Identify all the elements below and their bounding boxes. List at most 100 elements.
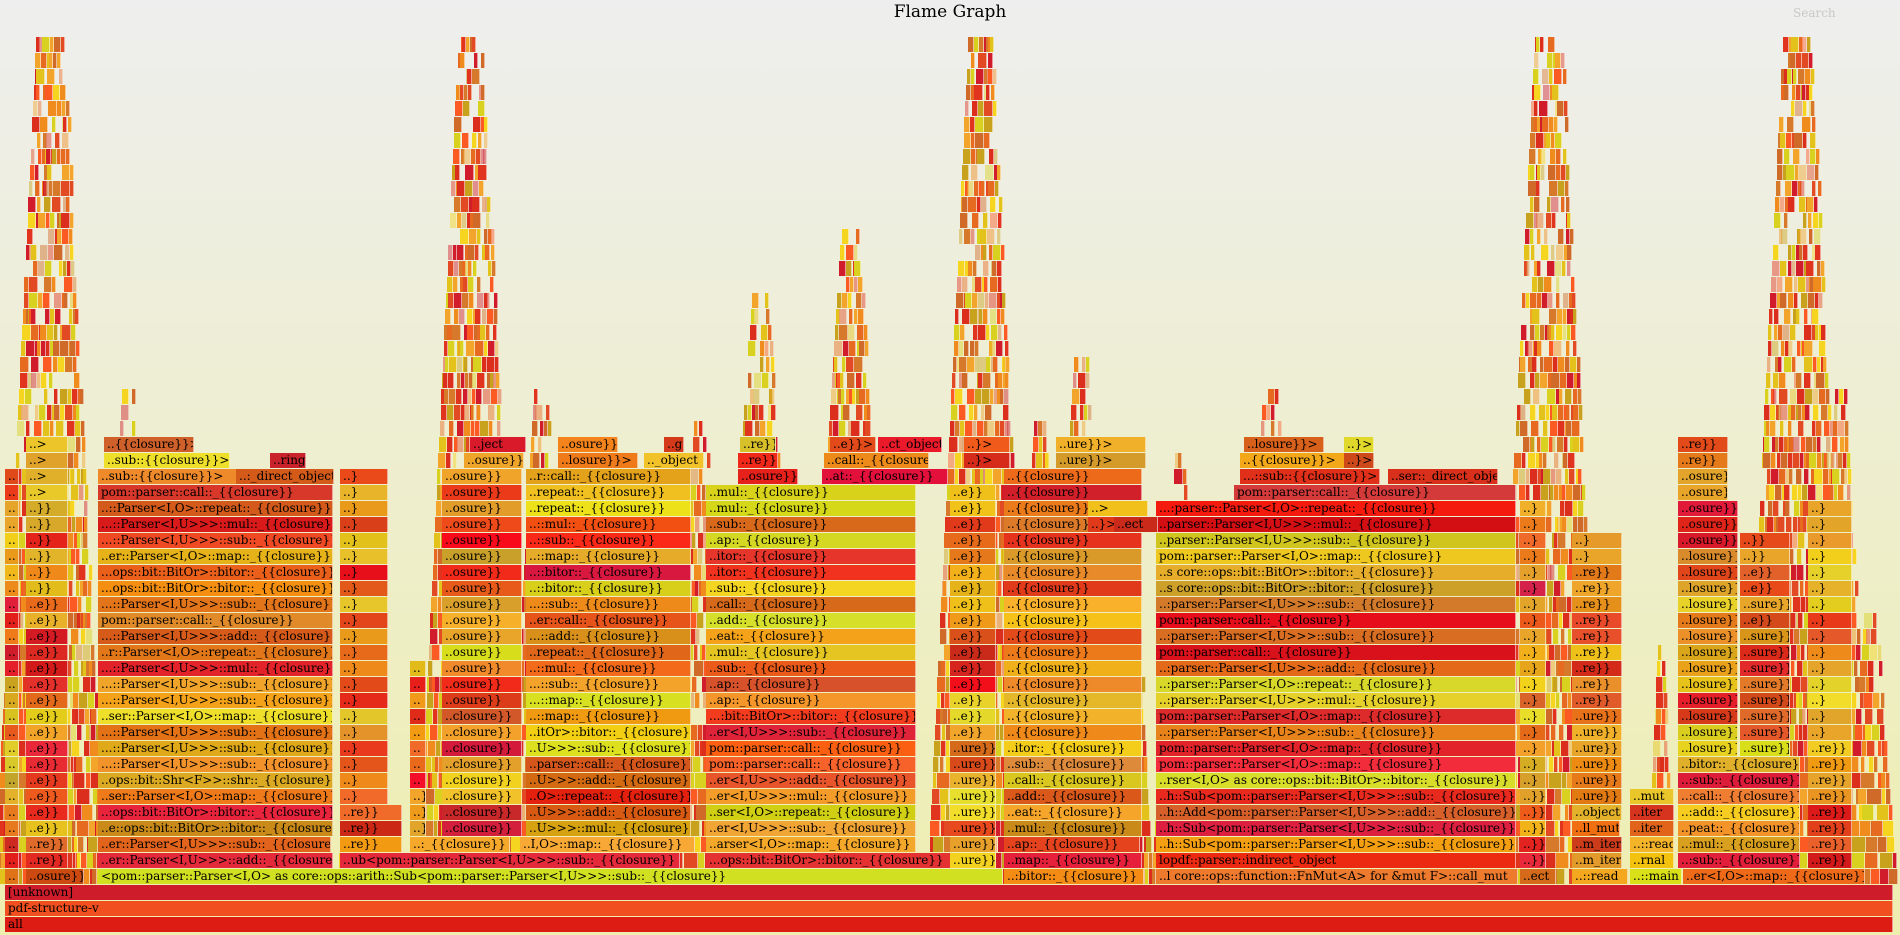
flame-frame[interactable]	[15, 565, 24, 580]
flame-frame[interactable]	[690, 725, 699, 740]
flame-frame[interactable]	[977, 53, 987, 68]
flame-frame[interactable]	[456, 421, 464, 436]
flame-frame[interactable]	[67, 117, 72, 132]
flame-frame[interactable]	[1143, 757, 1148, 772]
flame-frame[interactable]	[0, 805, 4, 820]
flame-frame[interactable]	[54, 133, 61, 148]
flame-frame[interactable]	[954, 389, 964, 404]
flame-frame[interactable]	[86, 629, 94, 644]
flame-frame[interactable]	[74, 309, 79, 324]
flame-frame[interactable]	[69, 309, 74, 324]
flame-frame[interactable]	[72, 773, 86, 788]
flame-frame[interactable]	[962, 373, 968, 388]
flame-frame[interactable]	[1010, 453, 1015, 468]
flame-frame[interactable]	[459, 309, 466, 324]
flame-frame[interactable]	[978, 357, 987, 372]
flame-frame[interactable]	[84, 501, 89, 516]
flame-frame[interactable]	[1142, 821, 1152, 836]
flame-frame[interactable]	[696, 629, 701, 644]
flame-frame[interactable]	[955, 309, 960, 324]
flame-frame[interactable]	[79, 693, 88, 708]
flame-frame[interactable]	[936, 693, 941, 708]
flame-frame[interactable]	[71, 549, 76, 564]
flame-frame[interactable]	[754, 293, 759, 308]
flame-frame[interactable]	[766, 421, 773, 436]
flame-frame[interactable]	[985, 405, 993, 420]
flame-frame[interactable]	[82, 549, 90, 564]
flame-frame[interactable]	[490, 229, 495, 244]
flame-frame[interactable]	[967, 357, 976, 372]
flame-frame[interactable]	[46, 165, 53, 180]
flame-frame[interactable]	[66, 709, 71, 724]
flame-frame[interactable]	[694, 501, 702, 516]
flame-frame[interactable]	[698, 421, 703, 436]
flame-frame[interactable]	[62, 133, 69, 148]
flame-frame[interactable]	[941, 629, 948, 644]
flame-frame[interactable]	[848, 293, 853, 308]
flame-frame[interactable]	[46, 341, 50, 356]
flame-frame[interactable]	[432, 645, 440, 660]
flame-frame[interactable]	[1036, 453, 1043, 468]
flame-frame[interactable]	[71, 821, 77, 836]
flame-frame[interactable]	[457, 437, 465, 452]
flame-frame[interactable]	[1043, 421, 1047, 436]
flame-frame[interactable]	[64, 245, 71, 260]
flame-frame[interactable]	[769, 389, 775, 404]
flame-frame[interactable]	[74, 373, 81, 388]
flame-frame[interactable]	[453, 197, 462, 212]
flame-frame[interactable]	[78, 709, 85, 724]
flame-frame[interactable]	[462, 293, 469, 308]
flame-frame[interactable]	[861, 293, 866, 308]
flame-frame[interactable]	[487, 341, 495, 356]
flame-frame[interactable]	[1042, 437, 1047, 452]
flame-frame[interactable]	[1182, 469, 1187, 484]
flame-frame[interactable]	[959, 229, 963, 244]
flame-frame[interactable]	[697, 549, 704, 564]
flame-frame[interactable]	[21, 325, 31, 340]
flame-frame[interactable]	[851, 421, 860, 436]
flame-frame[interactable]	[70, 629, 79, 644]
flame-frame[interactable]	[766, 309, 770, 324]
flame-frame[interactable]	[975, 117, 985, 132]
flame-frame[interactable]	[132, 389, 137, 404]
flame-frame[interactable]	[50, 37, 55, 52]
flame-frame[interactable]	[855, 229, 860, 244]
flame-frame[interactable]	[62, 325, 71, 340]
flame-frame[interactable]	[857, 325, 865, 340]
flame-frame[interactable]	[88, 581, 93, 596]
flame-frame[interactable]	[84, 709, 91, 724]
flame-frame[interactable]	[472, 181, 480, 196]
flame-frame[interactable]	[28, 293, 38, 308]
flame-frame[interactable]	[749, 325, 758, 340]
flame-frame[interactable]	[702, 437, 707, 452]
flame-frame[interactable]	[471, 37, 476, 52]
flame-frame[interactable]	[463, 421, 471, 436]
flame-frame[interactable]	[448, 421, 454, 436]
flame-frame[interactable]	[1085, 357, 1090, 372]
flame-frame[interactable]	[66, 453, 74, 468]
flame-frame[interactable]	[50, 309, 55, 324]
flame-frame[interactable]	[38, 261, 45, 276]
flame-frame[interactable]	[547, 421, 552, 436]
flame-frame[interactable]	[862, 373, 867, 388]
flame-frame[interactable]	[482, 389, 491, 404]
flame-frame[interactable]	[485, 213, 491, 228]
flame-frame[interactable]	[475, 245, 480, 260]
flame-frame[interactable]	[91, 725, 96, 740]
flame-frame[interactable]	[999, 197, 1004, 212]
flame-frame[interactable]	[75, 549, 81, 564]
flame-frame[interactable]	[859, 277, 863, 292]
flame-frame[interactable]	[990, 325, 998, 340]
flame-frame[interactable]	[17, 549, 22, 564]
flame-frame[interactable]	[462, 101, 471, 116]
flame-frame[interactable]	[49, 53, 54, 68]
flame-frame[interactable]	[39, 405, 47, 420]
flame-frame[interactable]	[19, 373, 29, 388]
flame-frame[interactable]	[48, 101, 58, 116]
flame-frame[interactable]	[997, 229, 1002, 244]
flame-frame[interactable]	[87, 693, 95, 708]
flame-frame[interactable]	[1003, 405, 1010, 420]
flame-frame[interactable]	[959, 405, 966, 420]
flame-frame[interactable]	[35, 69, 45, 84]
flame-frame[interactable]	[63, 117, 68, 132]
